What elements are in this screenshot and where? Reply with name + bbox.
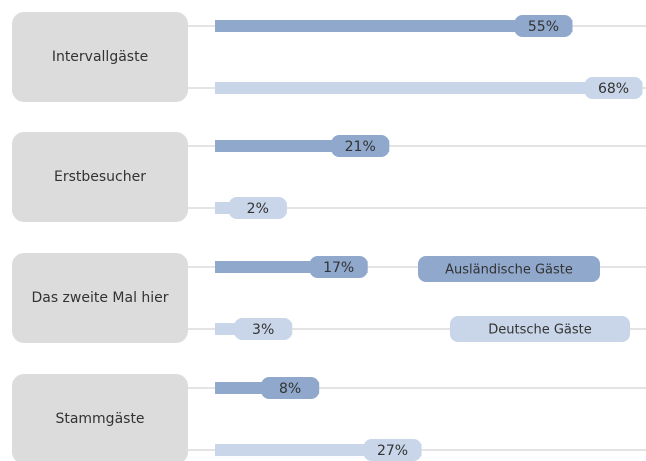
category-box — [12, 374, 188, 461]
category-box — [12, 12, 188, 102]
bar-value-label: 3% — [252, 322, 274, 338]
bar-value-label: 68% — [598, 81, 629, 97]
category-box — [12, 253, 188, 343]
bar-label-pill — [234, 318, 293, 340]
category-label: Intervallgäste — [52, 49, 148, 65]
bar-label-pill — [261, 377, 320, 399]
bar — [215, 82, 643, 94]
bar-value-label: 55% — [528, 19, 559, 35]
bar-value-label: 17% — [323, 260, 354, 276]
bar-value-label: 2% — [247, 201, 269, 217]
category-label: Stammgäste — [55, 411, 144, 427]
category-box — [12, 132, 188, 222]
bar-label-pill — [514, 15, 573, 37]
legend-label: Ausländische Gäste — [445, 263, 573, 278]
bar-label-pill — [584, 77, 643, 99]
legend-swatch — [418, 256, 600, 282]
bar — [215, 20, 573, 32]
legend-swatch — [450, 316, 630, 342]
bar-label-pill — [363, 439, 422, 461]
bar-label-pill — [331, 135, 390, 157]
bar-value-label: 8% — [279, 381, 301, 397]
bar-value-label: 21% — [345, 139, 376, 155]
legend-label: Deutsche Gäste — [488, 323, 592, 338]
category-label: Das zweite Mal hier — [31, 290, 168, 306]
bar-label-pill — [228, 197, 287, 219]
bar-value-label: 27% — [377, 443, 408, 459]
bar-label-pill — [309, 256, 368, 278]
category-label: Erstbesucher — [54, 169, 146, 185]
